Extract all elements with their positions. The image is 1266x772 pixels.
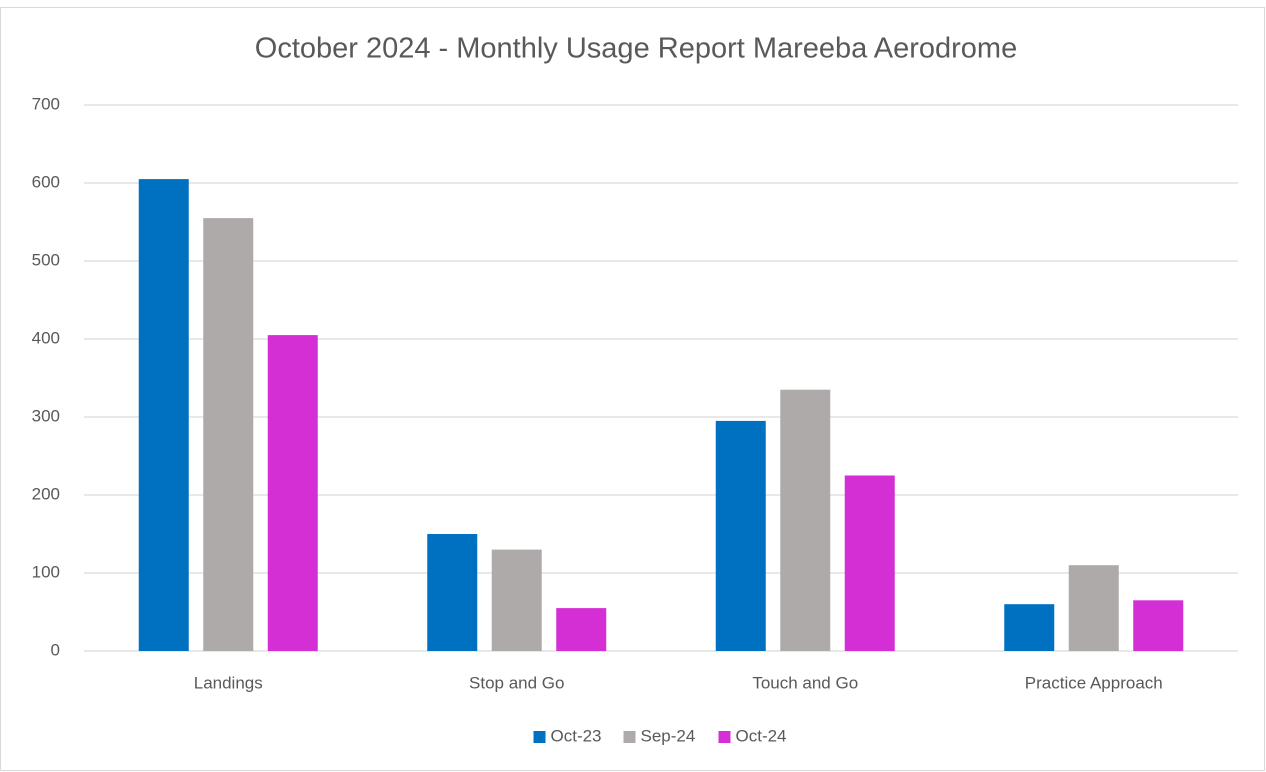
y-tick-label: 500 (32, 250, 60, 269)
legend-swatch (718, 731, 731, 743)
chart-frame (0, 7, 1265, 771)
legend-label: Sep-24 (641, 726, 696, 745)
chart-title: October 2024 - Monthly Usage Report Mare… (255, 33, 1017, 65)
bar (427, 534, 478, 651)
x-tick-label: Landings (194, 673, 263, 692)
x-tick-label: Practice Approach (1025, 673, 1163, 692)
bar (556, 608, 607, 651)
legend-label: Oct-24 (736, 726, 787, 745)
bar (138, 179, 189, 651)
x-tick-label: Stop and Go (469, 673, 564, 692)
y-tick-label: 0 (51, 640, 60, 659)
y-tick-label: 600 (32, 172, 60, 191)
y-tick-label: 100 (32, 562, 60, 581)
bar (844, 475, 895, 651)
y-tick-label: 700 (32, 94, 60, 113)
bar (1133, 600, 1184, 651)
legend-swatch (533, 731, 546, 743)
legend-swatch (623, 731, 636, 743)
bar (780, 389, 831, 651)
bar (491, 549, 542, 651)
x-tick-label: Touch and Go (752, 673, 858, 692)
bar (203, 218, 254, 651)
bar (1004, 604, 1055, 651)
bar (1068, 565, 1119, 651)
bar (267, 335, 318, 651)
y-tick-label: 200 (32, 484, 60, 503)
y-tick-label: 400 (32, 328, 60, 347)
legend-label: Oct-23 (551, 726, 602, 745)
y-tick-label: 300 (32, 406, 60, 425)
bar (715, 420, 766, 651)
